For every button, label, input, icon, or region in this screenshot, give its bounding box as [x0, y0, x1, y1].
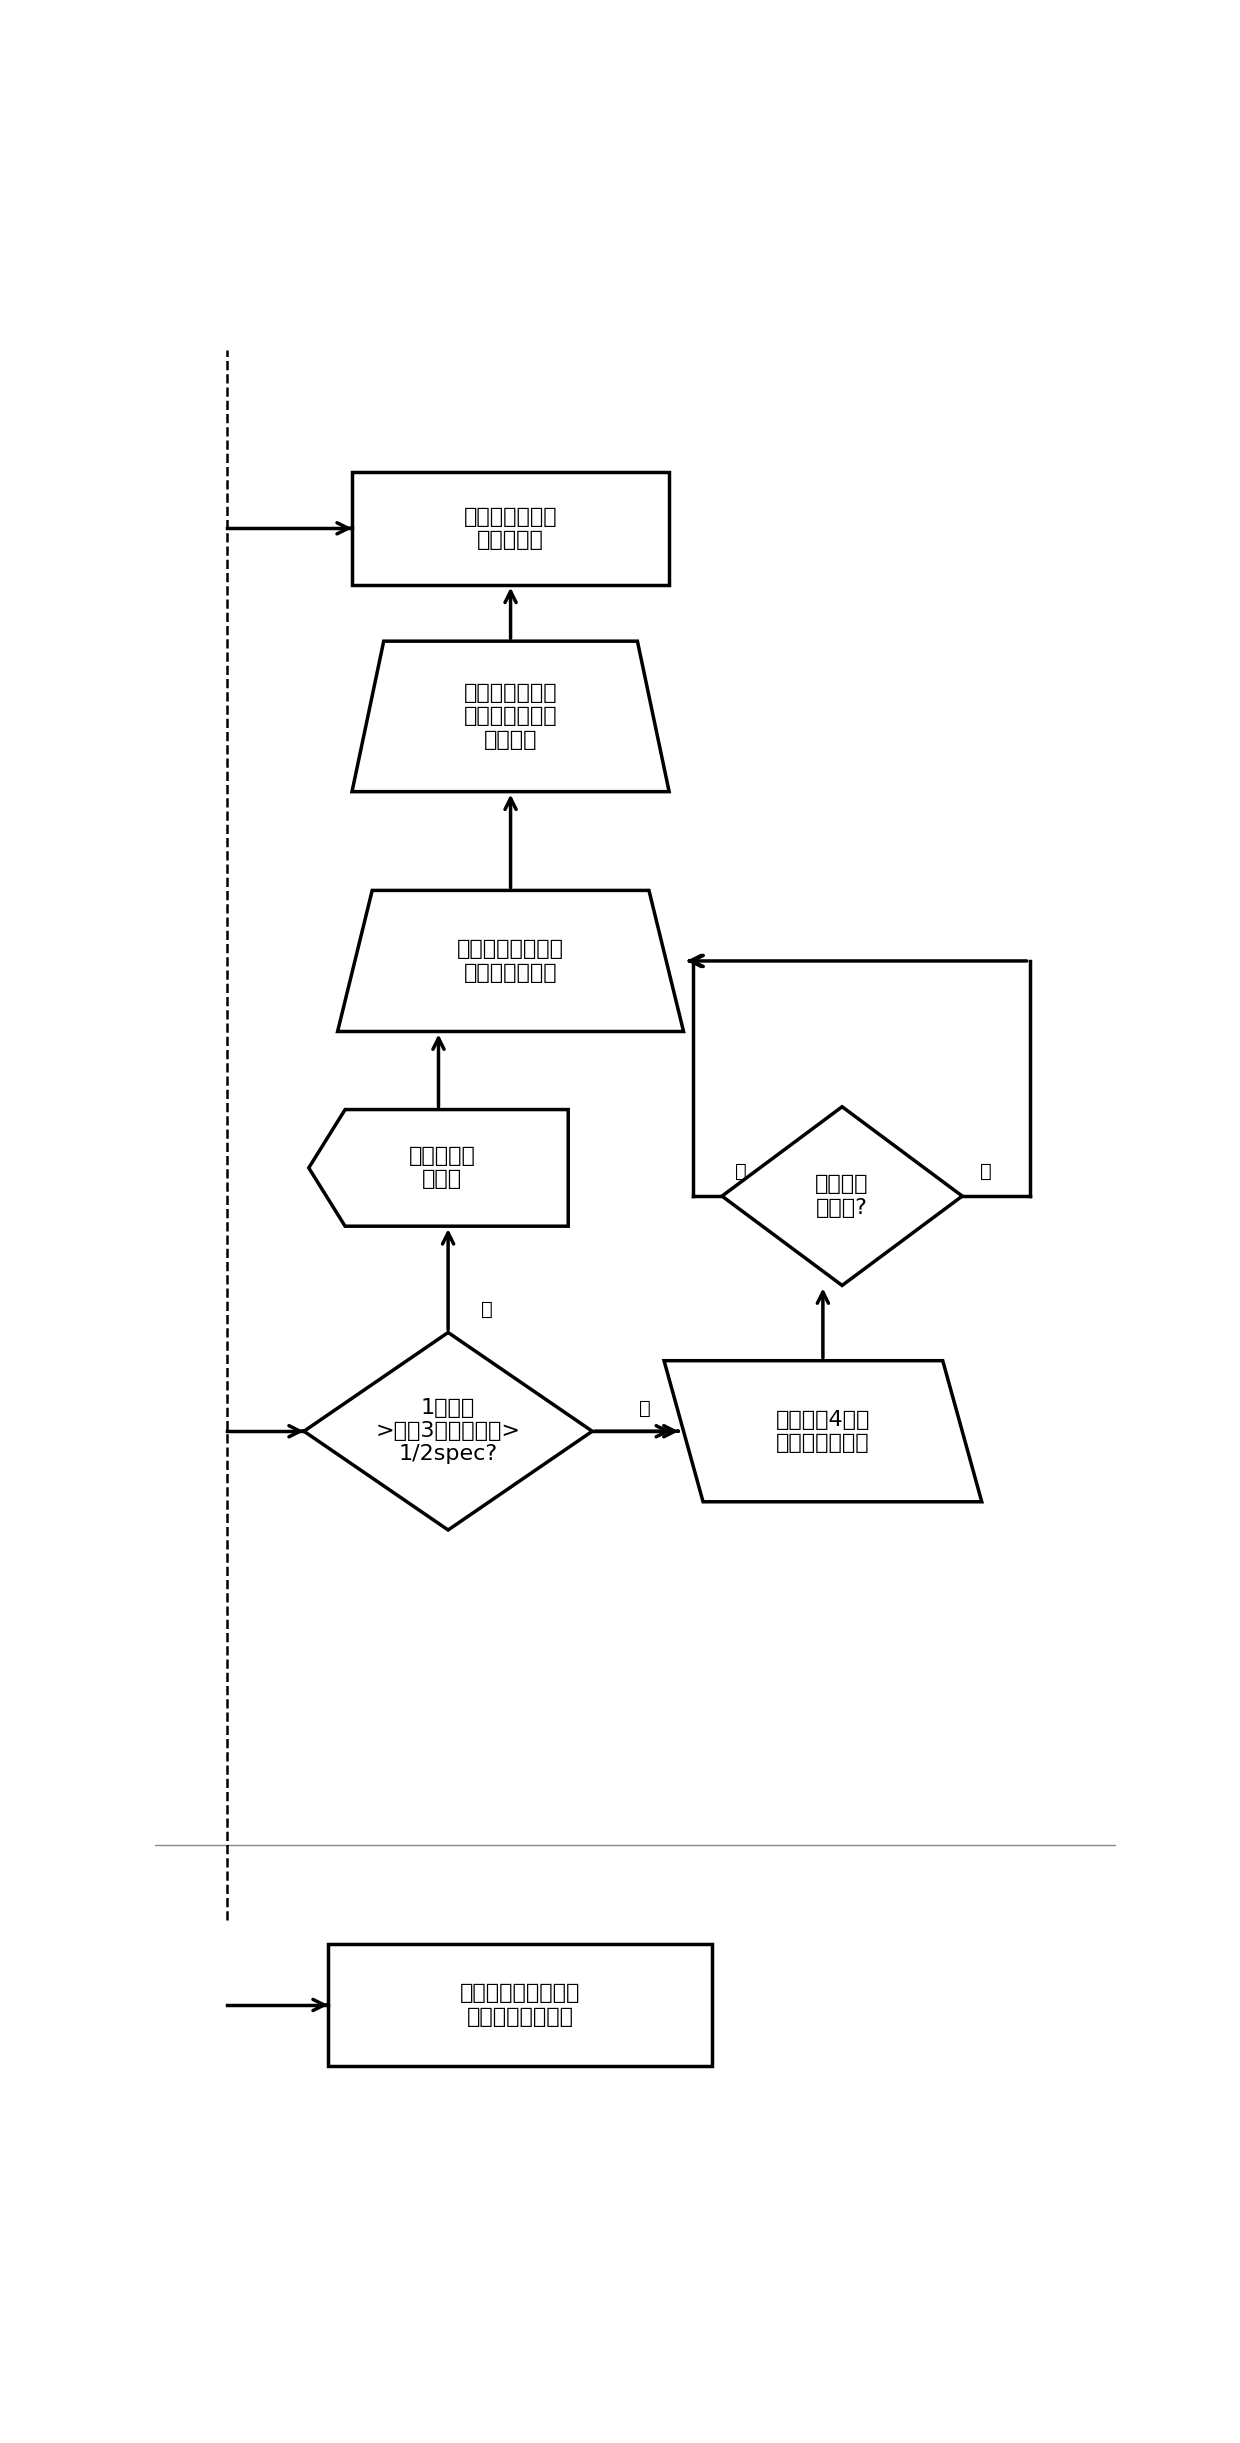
Text: 转换看板以收缩配合
磁铁插入按压位置: 转换看板以收缩配合 磁铁插入按压位置 [460, 1984, 580, 2028]
Text: 否: 否 [640, 1400, 651, 1417]
Text: 预测为可
接受的?: 预测为可 接受的? [816, 1175, 869, 1217]
Text: 是: 是 [981, 1163, 992, 1180]
Polygon shape [309, 1109, 568, 1226]
Bar [327, 1945, 713, 2067]
Text: 1个磁铁
>其它3个磁铁的和>
1/2spec?: 1个磁铁 >其它3个磁铁的和> 1/2spec? [376, 1397, 521, 1463]
Polygon shape [722, 1107, 962, 1285]
Text: 隔离可能用于标准
生产用途的磁铁: 隔离可能用于标准 生产用途的磁铁 [458, 941, 564, 982]
Text: 处理一组4个的
最佳构造的数据: 处理一组4个的 最佳构造的数据 [776, 1410, 870, 1454]
Bar [352, 471, 670, 584]
Text: 是: 是 [481, 1300, 492, 1319]
Polygon shape [352, 640, 670, 792]
Text: 显示待更换
的磁铁: 显示待更换 的磁铁 [409, 1146, 476, 1190]
Text: 得到新的磁铁标
记基线且放置在
空的站中: 得到新的磁铁标 记基线且放置在 空的站中 [464, 684, 558, 750]
Polygon shape [665, 1361, 982, 1502]
Polygon shape [304, 1331, 593, 1529]
Polygon shape [337, 889, 683, 1031]
Text: 重设过程且删除
储存的数据: 重设过程且删除 储存的数据 [464, 506, 558, 550]
Text: 否: 否 [735, 1163, 746, 1180]
